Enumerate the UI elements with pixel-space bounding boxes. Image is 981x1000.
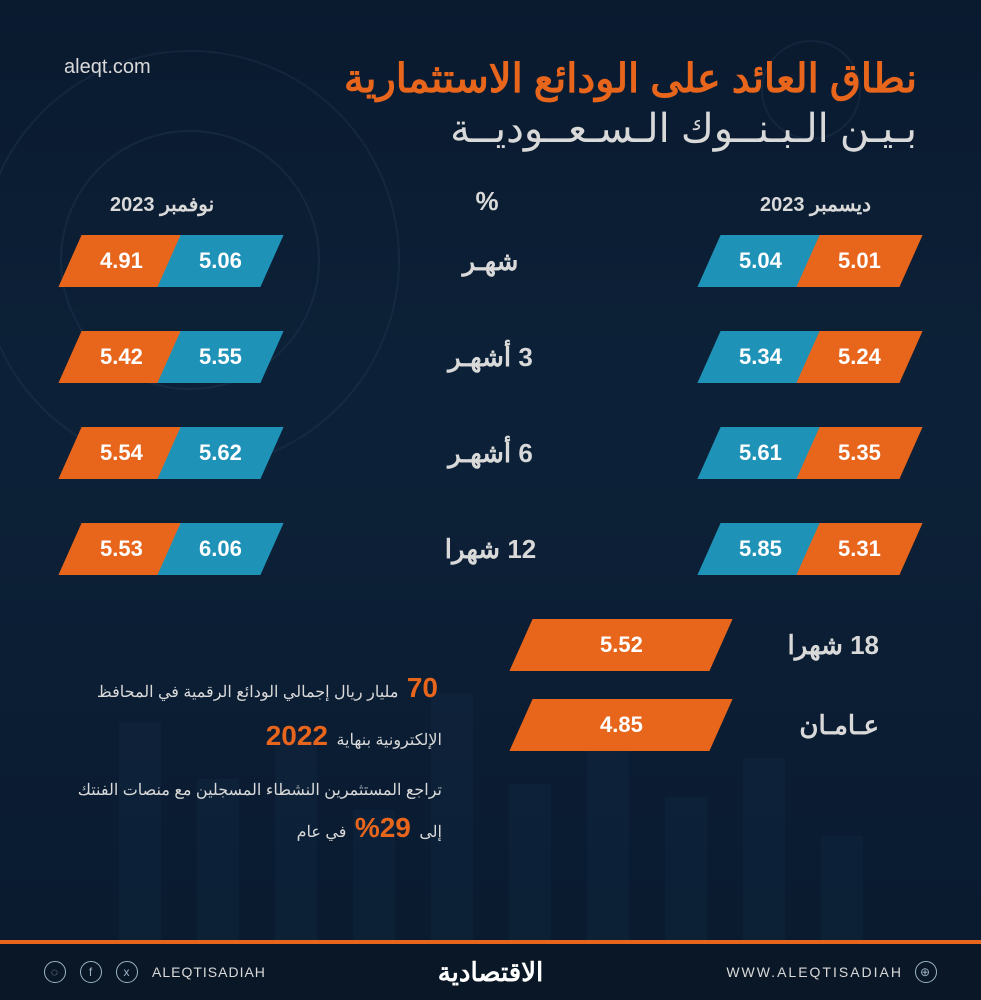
fact-number: 70 bbox=[407, 672, 438, 703]
value-bar-orange: 4.85 bbox=[509, 699, 732, 751]
november-pair: 4.91 5.06 bbox=[72, 235, 402, 287]
december-pair: 5.85 5.31 bbox=[579, 523, 909, 575]
data-row: 5.85 5.31 12 شهرا 5.53 6.06 bbox=[72, 523, 909, 575]
fact-deposits: 70 مليار ريال إجمالي الودائع الرقمية في … bbox=[72, 664, 442, 759]
december-pair: 5.34 5.24 bbox=[579, 331, 909, 383]
data-row: 5.61 5.35 6 أشهـر 5.54 5.62 bbox=[72, 427, 909, 479]
footer-url: WWW.ALEQTISADIAH bbox=[726, 964, 903, 980]
fact-investors: تراجع المستثمرين النشطاء المسجلين مع منص… bbox=[72, 777, 442, 852]
value-bar-orange: 5.01 bbox=[797, 235, 923, 287]
fact-number: 2022 bbox=[266, 720, 328, 751]
title-block: نطاق العائد على الودائع الاستثمارية بـيـ… bbox=[344, 56, 917, 152]
data-row: 5.04 5.01 شهـر 4.91 5.06 bbox=[72, 235, 909, 287]
header: نطاق العائد على الودائع الاستثمارية بـيـ… bbox=[0, 0, 981, 152]
title-main: نطاق العائد على الودائع الاستثمارية bbox=[344, 56, 917, 102]
column-headers: ديسمبر 2023 % نوفمبر 2023 bbox=[0, 152, 981, 217]
value-bar-orange: 5.35 bbox=[797, 427, 923, 479]
footer: ◌ f x ALEQTISADIAH الاقتصادية WWW.ALEQTI… bbox=[0, 940, 981, 1000]
side-facts: 70 مليار ريال إجمالي الودائع الرقمية في … bbox=[72, 664, 442, 870]
footer-url-block: WWW.ALEQTISADIAH ⊕ bbox=[726, 961, 937, 983]
title-sub: بـيـن الـبـنــوك الـسـعــوديــة bbox=[344, 106, 917, 152]
header-november: نوفمبر 2023 bbox=[110, 192, 214, 217]
period-label: 3 أشهـر bbox=[412, 342, 569, 373]
value-bar-orange: 5.52 bbox=[509, 619, 732, 671]
value-bar-blue: 5.62 bbox=[157, 427, 283, 479]
period-label: 12 شهرا bbox=[412, 534, 569, 565]
instagram-icon: ◌ bbox=[44, 961, 66, 983]
fact-number: 29% bbox=[355, 812, 411, 843]
fact-text: في عام bbox=[297, 824, 351, 841]
value-bar-orange: 5.24 bbox=[797, 331, 923, 383]
header-december: ديسمبر 2023 bbox=[760, 192, 871, 217]
data-row: 5.34 5.24 3 أشهـر 5.42 5.55 bbox=[72, 331, 909, 383]
november-pair: 5.54 5.62 bbox=[72, 427, 402, 479]
december-pair: 5.61 5.35 bbox=[579, 427, 909, 479]
period-label: 6 أشهـر bbox=[412, 438, 569, 469]
value-bar-orange: 5.31 bbox=[797, 523, 923, 575]
site-label: aleqt.com bbox=[64, 56, 151, 79]
value-bar-blue: 6.06 bbox=[157, 523, 283, 575]
percent-symbol: % bbox=[447, 186, 527, 217]
value-bar-blue: 5.55 bbox=[157, 331, 283, 383]
november-pair: 5.53 6.06 bbox=[72, 523, 402, 575]
footer-handle: ALEQTISADIAH bbox=[152, 964, 266, 980]
globe-icon: ⊕ bbox=[915, 961, 937, 983]
value-bar-blue: 5.06 bbox=[157, 235, 283, 287]
facebook-icon: f bbox=[80, 961, 102, 983]
x-icon: x bbox=[116, 961, 138, 983]
period-label: شهـر bbox=[412, 246, 569, 277]
december-pair: 5.04 5.01 bbox=[579, 235, 909, 287]
november-pair: 5.42 5.55 bbox=[72, 331, 402, 383]
footer-social: ◌ f x ALEQTISADIAH bbox=[44, 961, 266, 983]
footer-brand: الاقتصادية bbox=[438, 957, 544, 988]
